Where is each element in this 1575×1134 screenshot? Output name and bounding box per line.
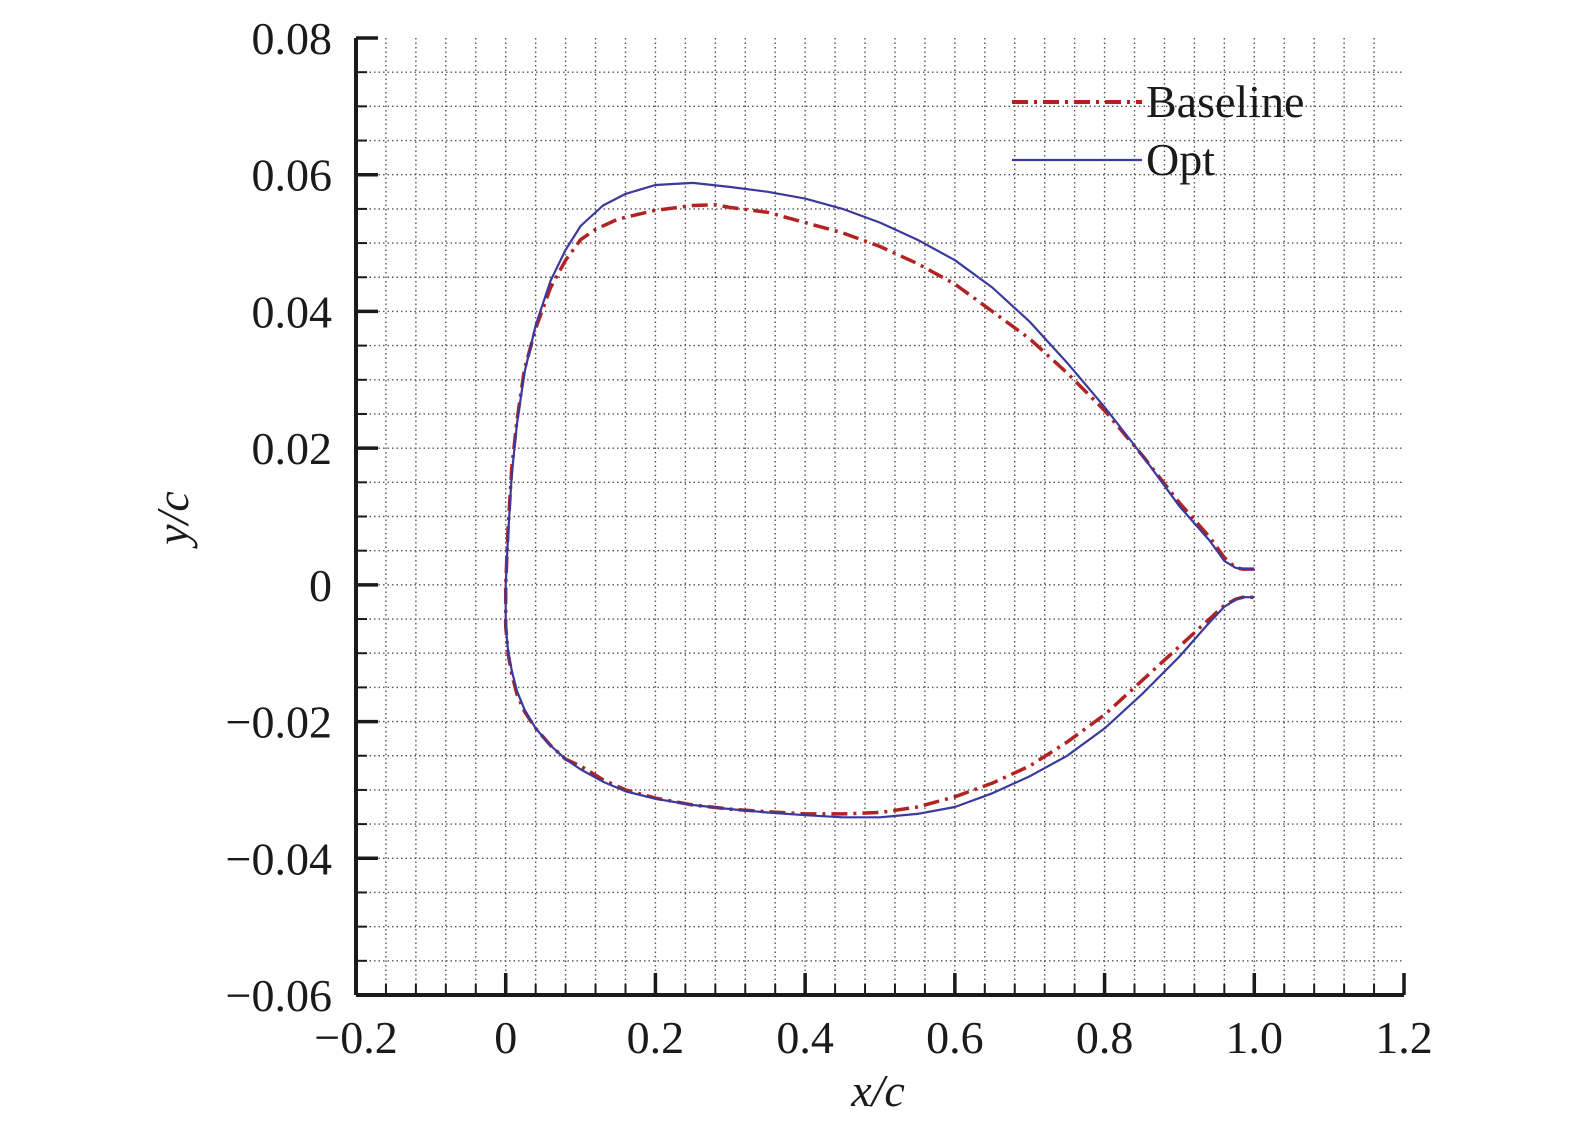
y-tick-label: 0.04 [252, 286, 333, 337]
series-line-opt [504, 181, 1255, 819]
y-tick-label: 0.08 [252, 13, 333, 64]
y-tick-label: −0.06 [226, 970, 332, 1021]
x-tick-label: 0 [494, 1012, 517, 1063]
x-tick-label: 0.6 [926, 1012, 984, 1063]
y-tick-label: 0.02 [252, 423, 333, 474]
series-line-baseline [503, 203, 1255, 816]
x-tick-label: 0.8 [1076, 1012, 1134, 1063]
tick-labels: −0.2 0 0.2 0.4 0.6 0.8 1.0 1.2 −0.06 −0.04 −0.02 0 0… [226, 13, 1433, 1063]
x-axis-title: x/c [850, 1065, 905, 1116]
x-tick-label: 1.0 [1226, 1012, 1284, 1063]
legend: Baseline Opt [1012, 76, 1304, 185]
x-tick-label: 1.2 [1375, 1012, 1433, 1063]
y-tick-label: 0 [309, 560, 332, 611]
x-tick-label: −0.2 [314, 1012, 397, 1063]
y-tick-label: −0.02 [226, 697, 332, 748]
y-axis-title: y/c [147, 491, 198, 549]
legend-label-opt: Opt [1146, 134, 1215, 185]
y-tick-label: −0.04 [226, 833, 332, 884]
y-tick-label: 0.06 [252, 150, 333, 201]
plot-area [503, 181, 1255, 819]
axes [354, 36, 1406, 997]
x-tick-label: 0.4 [776, 1012, 834, 1063]
grid [356, 38, 1404, 995]
x-tick-label: 0.2 [627, 1012, 685, 1063]
legend-label-baseline: Baseline [1146, 76, 1304, 127]
